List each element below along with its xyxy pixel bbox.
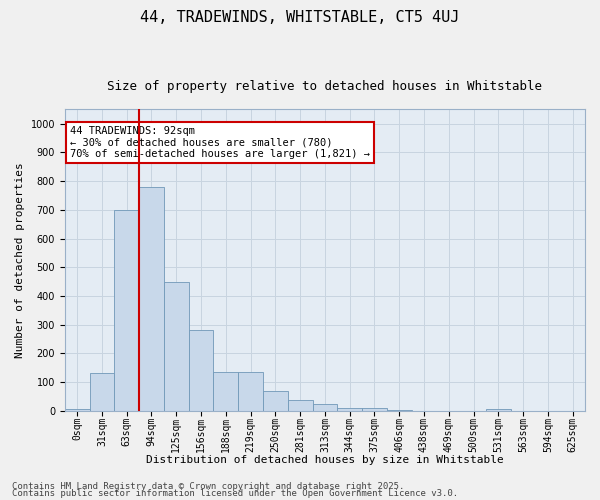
Text: Contains public sector information licensed under the Open Government Licence v3: Contains public sector information licen… bbox=[12, 489, 458, 498]
Bar bbox=[337, 408, 362, 410]
Text: 44 TRADEWINDS: 92sqm
← 30% of detached houses are smaller (780)
70% of semi-deta: 44 TRADEWINDS: 92sqm ← 30% of detached h… bbox=[70, 126, 370, 159]
Bar bbox=[362, 408, 387, 410]
Bar bbox=[139, 187, 164, 410]
Bar bbox=[188, 330, 214, 410]
Bar bbox=[115, 210, 139, 410]
Bar bbox=[89, 374, 115, 410]
Bar bbox=[214, 372, 238, 410]
Text: 44, TRADEWINDS, WHITSTABLE, CT5 4UJ: 44, TRADEWINDS, WHITSTABLE, CT5 4UJ bbox=[140, 10, 460, 25]
Bar bbox=[238, 372, 263, 410]
Bar bbox=[313, 404, 337, 410]
X-axis label: Distribution of detached houses by size in Whitstable: Distribution of detached houses by size … bbox=[146, 455, 504, 465]
Bar bbox=[164, 282, 188, 410]
Bar bbox=[263, 390, 288, 410]
Y-axis label: Number of detached properties: Number of detached properties bbox=[15, 162, 25, 358]
Bar bbox=[288, 400, 313, 410]
Text: Contains HM Land Registry data © Crown copyright and database right 2025.: Contains HM Land Registry data © Crown c… bbox=[12, 482, 404, 491]
Title: Size of property relative to detached houses in Whitstable: Size of property relative to detached ho… bbox=[107, 80, 542, 93]
